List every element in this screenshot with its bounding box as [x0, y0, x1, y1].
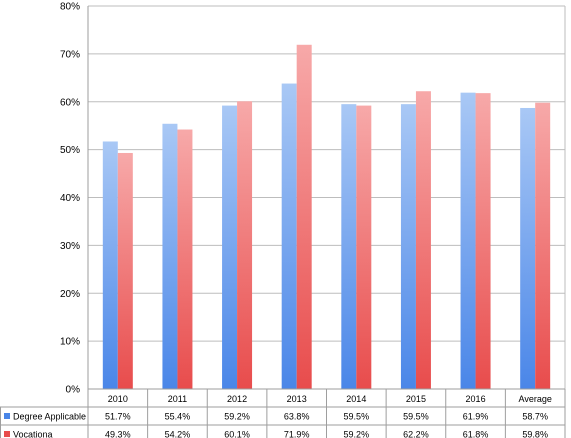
bar-2016-degree-applicable — [460, 92, 476, 389]
bars — [102, 44, 551, 390]
y-tick-label: 50% — [60, 145, 80, 156]
data-label: 49.3% — [105, 430, 131, 438]
bar-2016-vocationa — [475, 93, 491, 389]
data-label: 71.9% — [284, 430, 310, 438]
data-label: 63.8% — [284, 412, 310, 422]
y-tick-label: 80% — [60, 2, 80, 13]
data-label: 61.9% — [463, 412, 489, 422]
x-tick-label: 2015 — [406, 394, 426, 404]
x-tick-label: Average — [519, 394, 552, 404]
bar-2012-vocationa — [237, 101, 253, 390]
data-label: 62.2% — [403, 430, 429, 438]
bar-average-degree-applicable — [520, 107, 536, 389]
data-label: 59.2% — [344, 430, 370, 438]
gridlines — [87, 5, 566, 438]
data-label: 54.2% — [165, 430, 191, 438]
legend-label: Degree Applicable — [13, 412, 86, 422]
y-tick-label: 20% — [60, 289, 80, 300]
data-label: 60.1% — [224, 430, 250, 438]
x-tick-label: 2016 — [466, 394, 486, 404]
bar-2010-vocationa — [117, 152, 133, 389]
bar-2013-vocationa — [296, 44, 312, 390]
x-tick-label: 2010 — [108, 394, 128, 404]
y-axis-ticks: 0% 10% 20% 30% 40% 50% 60% 70% 80% — [60, 2, 80, 396]
y-tick-label: 70% — [60, 49, 80, 60]
data-label: 59.2% — [224, 412, 250, 422]
y-tick-label: 40% — [60, 193, 80, 204]
data-label: 58.7% — [522, 412, 548, 422]
bar-2015-degree-applicable — [400, 104, 416, 390]
bar-2015-vocationa — [415, 91, 431, 389]
bar-2010-degree-applicable — [102, 141, 118, 389]
bar-average-vocationa — [535, 102, 551, 390]
x-tick-label: 2013 — [287, 394, 307, 404]
legend-key-degree-applicable — [4, 413, 10, 419]
data-label: 59.5% — [344, 412, 370, 422]
x-tick-label: 2014 — [346, 394, 366, 404]
y-tick-label: 60% — [60, 97, 80, 108]
y-tick-label: 0% — [66, 385, 81, 396]
data-table: 2010 2011 2012 2013 2014 2015 2016 Average Degre… — [0, 388, 566, 438]
y-tick-label: 30% — [60, 241, 80, 252]
bar-2013-degree-applicable — [281, 83, 297, 390]
legend-label: Vocationa — [13, 430, 53, 438]
y-tick-label: 10% — [60, 337, 80, 348]
x-tick-label: 2011 — [168, 394, 187, 404]
x-tick-label: 2012 — [227, 394, 247, 404]
data-label: 51.7% — [105, 412, 131, 422]
bar-2011-degree-applicable — [162, 123, 178, 390]
bar-2014-vocationa — [356, 105, 372, 389]
bar-2012-degree-applicable — [222, 105, 238, 389]
data-label: 61.8% — [463, 430, 489, 438]
bar-2014-degree-applicable — [341, 104, 357, 390]
bar-2011-vocationa — [177, 129, 193, 389]
data-label: 59.8% — [522, 430, 548, 438]
legend-key-vocationa — [4, 431, 10, 437]
data-label: 55.4% — [165, 412, 191, 422]
data-label: 59.5% — [403, 412, 429, 422]
